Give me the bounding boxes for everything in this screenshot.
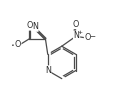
Text: O: O	[26, 21, 32, 30]
Text: N: N	[74, 31, 80, 40]
Text: +: +	[77, 30, 82, 35]
Text: O: O	[14, 40, 21, 49]
Text: O: O	[72, 19, 79, 28]
Text: −: −	[90, 34, 96, 40]
Text: N: N	[32, 22, 38, 31]
Text: O: O	[85, 33, 91, 42]
Text: N: N	[45, 66, 51, 75]
